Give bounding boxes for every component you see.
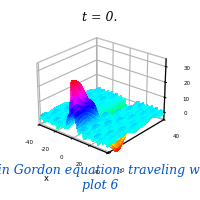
Text: Klein Gordon equation  traveling wave
plot 6: Klein Gordon equation traveling wave plo… bbox=[0, 164, 200, 192]
Title: t = 0.: t = 0. bbox=[82, 11, 118, 24]
X-axis label: x: x bbox=[44, 174, 49, 183]
